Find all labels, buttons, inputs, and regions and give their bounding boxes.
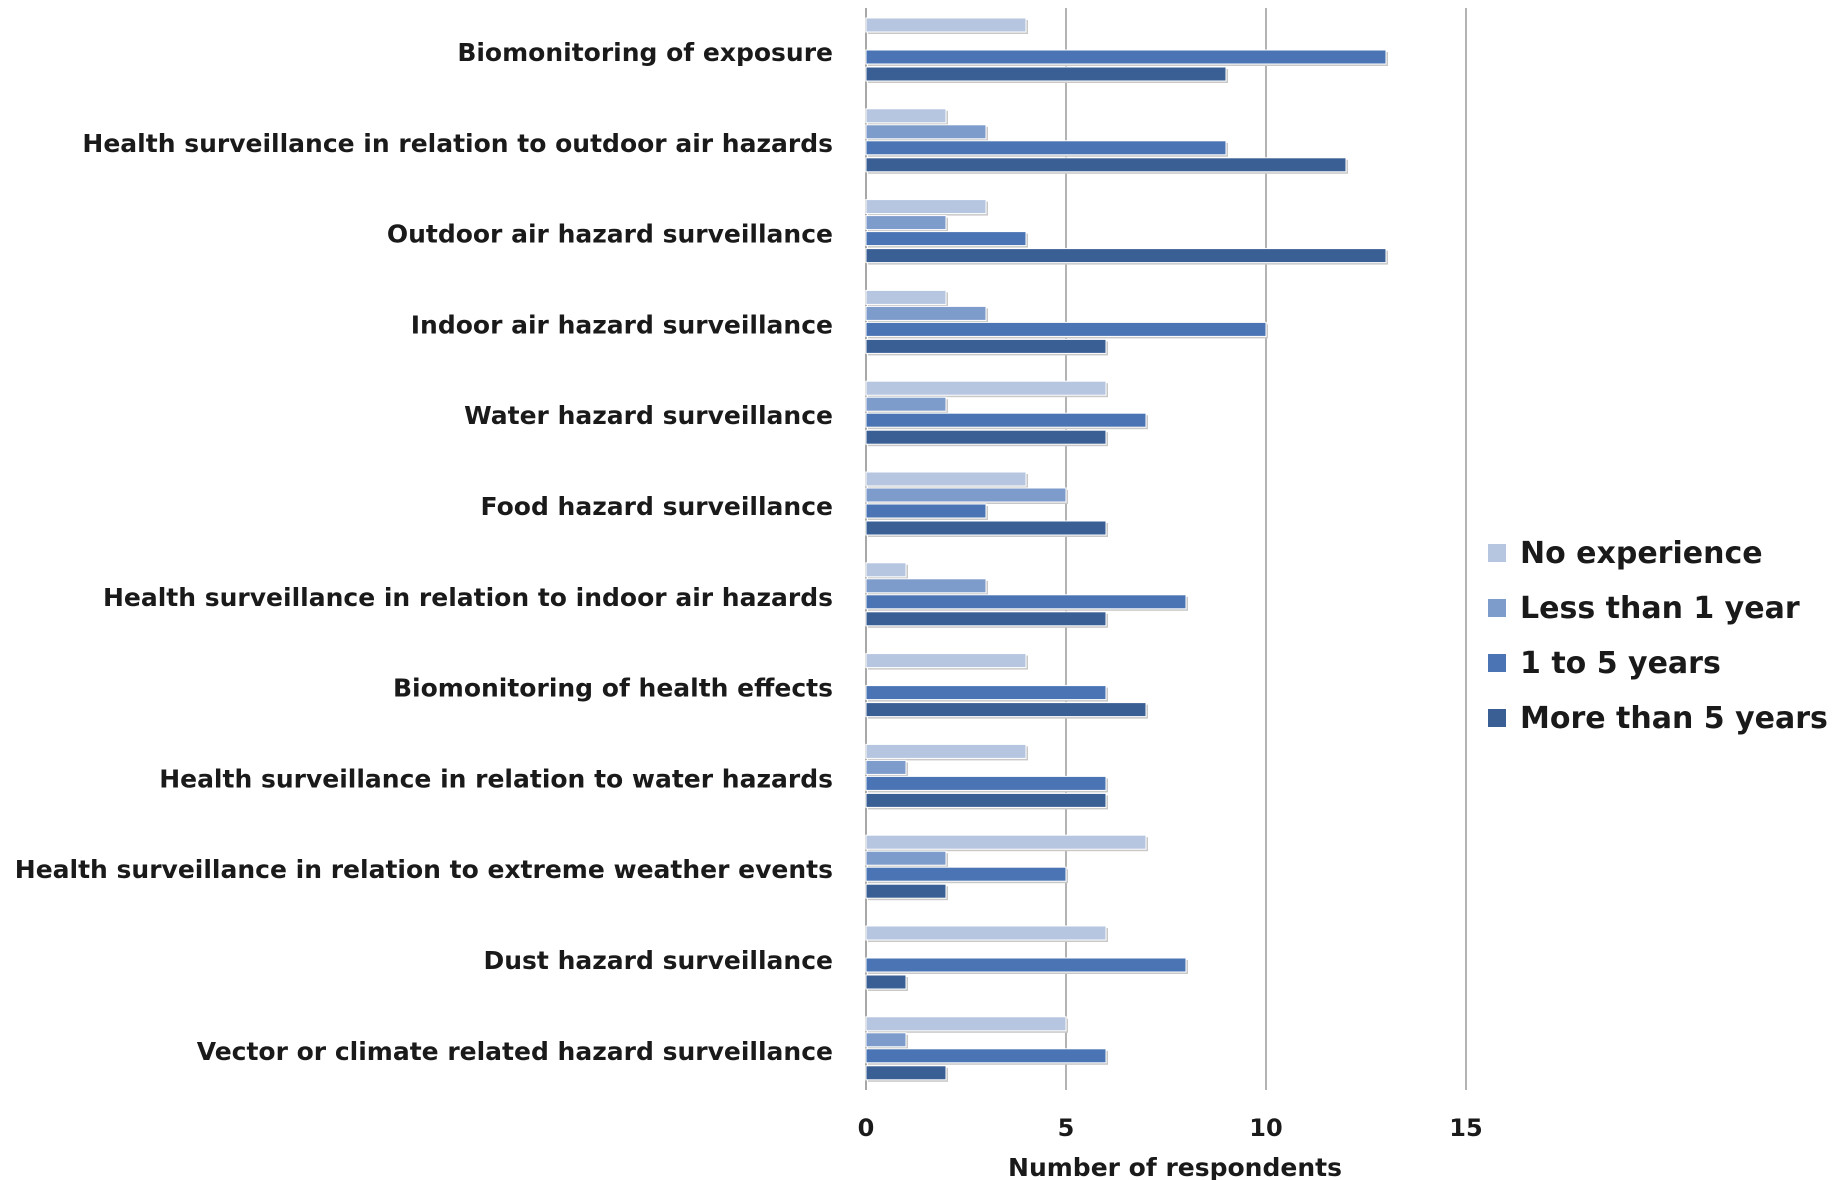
bar-group — [865, 17, 1388, 83]
bar — [865, 412, 1147, 428]
category-label: Dust hazard surveillance — [483, 946, 833, 975]
bar-group — [865, 199, 1388, 265]
x-axis-label: Number of respondents — [1008, 1153, 1342, 1180]
bar — [865, 231, 1027, 247]
category-label: Indoor air hazard surveillance — [411, 310, 833, 339]
bar — [865, 429, 1107, 445]
bar — [865, 925, 1107, 941]
x-tick-label: 5 — [1058, 1114, 1075, 1142]
bar — [865, 578, 987, 594]
category-label: Vector or climate related hazard surveil… — [197, 1037, 833, 1066]
bar — [865, 289, 947, 305]
bar — [865, 380, 1107, 396]
category-labels: Biomonitoring of exposure Health surveill… — [15, 38, 833, 1066]
bar — [865, 685, 1107, 701]
bar — [865, 562, 907, 578]
category-label: Health surveillance in relation to water… — [159, 764, 833, 793]
bar — [865, 850, 947, 866]
bar — [865, 775, 1107, 791]
legend-entry: No experience — [1520, 536, 1763, 571]
bar — [865, 305, 987, 321]
bar — [865, 471, 1027, 487]
bar — [865, 140, 1227, 156]
bar — [865, 396, 947, 412]
bar — [865, 866, 1067, 882]
category-label: Biomonitoring of exposure — [457, 38, 833, 67]
bar-group — [865, 562, 1188, 628]
category-label: Outdoor air hazard surveillance — [387, 220, 833, 249]
category-label: Water hazard surveillance — [464, 401, 833, 430]
bar — [865, 759, 907, 775]
bar — [865, 594, 1187, 610]
category-label: Health surveillance in relation to extre… — [15, 855, 833, 884]
bar — [865, 248, 1387, 264]
bar — [865, 321, 1267, 337]
legend-swatch — [1488, 599, 1506, 617]
bar — [865, 883, 947, 899]
bar — [865, 974, 907, 990]
bar — [865, 743, 1027, 759]
x-tick-labels: 0 5 10 15 — [858, 1114, 1483, 1142]
bar — [865, 157, 1347, 173]
bar — [865, 1032, 907, 1048]
bar — [865, 653, 1027, 669]
bar-group — [865, 471, 1108, 537]
legend-entry: 1 to 5 years — [1520, 646, 1721, 681]
bar — [865, 124, 987, 140]
bar-group — [865, 743, 1108, 810]
bar — [865, 338, 1107, 354]
bar — [865, 49, 1387, 65]
x-tick-label: 0 — [858, 1114, 875, 1142]
bar — [865, 215, 947, 231]
bar — [865, 487, 1067, 503]
bar-group — [865, 108, 1348, 174]
bars — [865, 17, 1388, 1082]
legend-entry: More than 5 years — [1520, 701, 1828, 736]
bar — [865, 66, 1227, 82]
x-tick-label: 15 — [1449, 1114, 1482, 1142]
category-label: Health surveillance in relation to indoo… — [103, 583, 833, 612]
category-label: Biomonitoring of health effects — [393, 674, 833, 703]
bar — [865, 1048, 1107, 1064]
bar — [865, 834, 1147, 850]
bar — [865, 108, 947, 124]
legend-swatch — [1488, 654, 1506, 672]
bar — [865, 792, 1107, 808]
bar — [865, 1016, 1067, 1032]
bar — [865, 957, 1187, 973]
legend-swatch — [1488, 709, 1506, 727]
bar — [865, 503, 987, 519]
bar-group — [865, 834, 1148, 901]
bar — [865, 1065, 947, 1081]
category-label: Health surveillance in relation to outdo… — [82, 129, 833, 158]
legend-swatch — [1488, 544, 1506, 562]
bar-group — [865, 653, 1148, 719]
legend: No experience Less than 1 year 1 to 5 year… — [1488, 536, 1828, 736]
bar-group — [865, 925, 1188, 991]
bar-group — [865, 289, 1268, 356]
x-tick-label: 10 — [1249, 1114, 1282, 1142]
bar — [865, 520, 1107, 536]
bar — [865, 611, 1107, 627]
legend-entry: Less than 1 year — [1520, 591, 1800, 626]
bar — [865, 17, 1027, 33]
bar-group — [865, 1016, 1108, 1082]
category-label: Food hazard surveillance — [481, 492, 833, 521]
bar — [865, 199, 987, 215]
grid-lines — [865, 8, 1467, 1090]
bar — [865, 702, 1147, 718]
bar-group — [865, 380, 1148, 447]
